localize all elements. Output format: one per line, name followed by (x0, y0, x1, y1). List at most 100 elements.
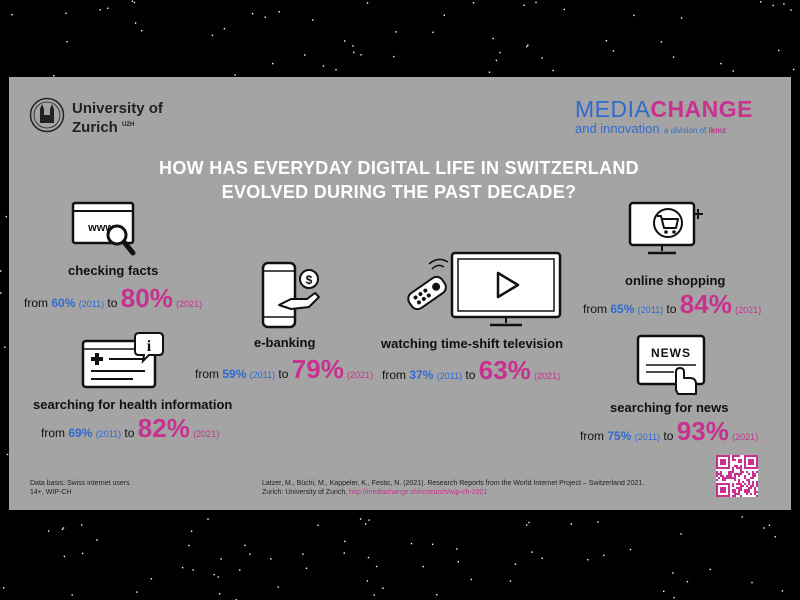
news-icon: NEWS (636, 334, 706, 395)
qr-module (748, 489, 750, 491)
qr-module (734, 479, 736, 481)
star-dot (422, 565, 424, 568)
star-dot (541, 557, 543, 559)
label-e-banking: e-banking (254, 335, 316, 350)
qr-module (752, 475, 754, 477)
star-dot (552, 69, 554, 72)
star-dot (366, 580, 369, 582)
star-dot (6, 453, 9, 456)
star-dot (612, 50, 615, 52)
star-dot (523, 4, 525, 6)
star-dot (343, 552, 345, 554)
qr-module (736, 473, 738, 475)
year-2021: (2021) (732, 432, 759, 442)
star-dot (663, 590, 665, 593)
qr-module (734, 465, 736, 467)
qr-module (722, 475, 724, 477)
star-dot (393, 55, 395, 58)
mobile-banking-icon: $ (261, 261, 320, 329)
star-dot (220, 558, 222, 560)
star-dot (136, 591, 138, 593)
star-dot (633, 14, 635, 17)
star-dot (514, 563, 517, 565)
year-2011: (2011) (634, 432, 661, 442)
qr-module (724, 479, 726, 481)
qr-module (720, 471, 722, 473)
value-2021: 80% (120, 283, 173, 313)
stat-e-banking: from 59% (2011) to 79% (2021) (195, 354, 373, 385)
qr-module (724, 477, 726, 479)
qr-module (728, 475, 730, 477)
qr-module (748, 459, 754, 465)
qr-module (732, 457, 734, 459)
health-info-icon: i (81, 332, 164, 389)
qr-module (730, 473, 732, 475)
star-dot (456, 548, 458, 550)
star-dot (531, 551, 533, 553)
citation-link[interactable]: http://mediachange.ch/research/wip-ch-20… (349, 489, 488, 496)
value-2021: 84% (679, 289, 732, 319)
label-checking-facts: checking facts (68, 263, 159, 278)
star-dot (709, 568, 711, 571)
qr-module (746, 479, 748, 481)
value-2021: 63% (478, 355, 531, 385)
star-dot (492, 37, 494, 40)
university-seal-icon (29, 97, 65, 133)
qr-module (738, 487, 740, 489)
star-dot (432, 31, 434, 33)
star-dot (188, 544, 190, 547)
qr-module (748, 473, 750, 475)
shopping-cart-icon (628, 201, 703, 255)
qr-module (740, 465, 742, 467)
qr-module (734, 475, 736, 477)
star-dot (192, 569, 194, 571)
qr-module (720, 475, 722, 477)
star-dot (211, 34, 214, 37)
brand-media: MEDIA (574, 96, 651, 122)
star-dot (763, 527, 765, 529)
star-dot (47, 530, 50, 532)
university-name: University of Zurich UZH (72, 101, 163, 136)
qr-module (734, 493, 736, 495)
qr-code-icon[interactable] (716, 455, 758, 497)
university-abbr: UZH (122, 122, 135, 128)
star-dot (732, 70, 734, 72)
star-dot (680, 533, 682, 535)
title-line2: EVOLVED DURING THE PAST DECADE? (221, 182, 577, 202)
star-dot (431, 543, 434, 545)
qr-module (744, 477, 746, 479)
star-dot (603, 554, 605, 557)
qr-module (748, 479, 750, 481)
value-2021: 79% (291, 354, 344, 384)
qr-module (734, 489, 736, 491)
qr-module (756, 483, 758, 485)
qr-module (750, 487, 752, 489)
star-dot (768, 524, 771, 526)
qr-module (754, 487, 756, 489)
star-dot (751, 581, 753, 584)
qr-module (748, 481, 750, 483)
star-dot (457, 561, 459, 563)
qr-module (738, 459, 740, 461)
value-2011: 37% (409, 368, 434, 382)
star-dot (375, 565, 378, 568)
star-dot (65, 12, 67, 14)
stat-health-info: from 69% (2011) to 82% (2021) (41, 413, 219, 444)
star-dot (4, 346, 6, 348)
stat-to: to (663, 429, 674, 443)
value-2011: 69% (68, 426, 93, 440)
qr-module (738, 473, 740, 475)
star-dot (11, 14, 13, 16)
qr-module (754, 491, 756, 493)
star-dot (563, 8, 565, 11)
year-2021: (2021) (534, 371, 561, 381)
qr-module (728, 471, 730, 473)
data-basis-line1: Data basis: Swiss internet users (30, 480, 130, 487)
star-dot (71, 594, 73, 596)
qr-module (736, 493, 738, 495)
qr-module (734, 477, 736, 479)
star-dot (472, 2, 475, 4)
qr-module (716, 473, 718, 475)
star-dot (81, 552, 84, 555)
qr-module (730, 471, 732, 473)
